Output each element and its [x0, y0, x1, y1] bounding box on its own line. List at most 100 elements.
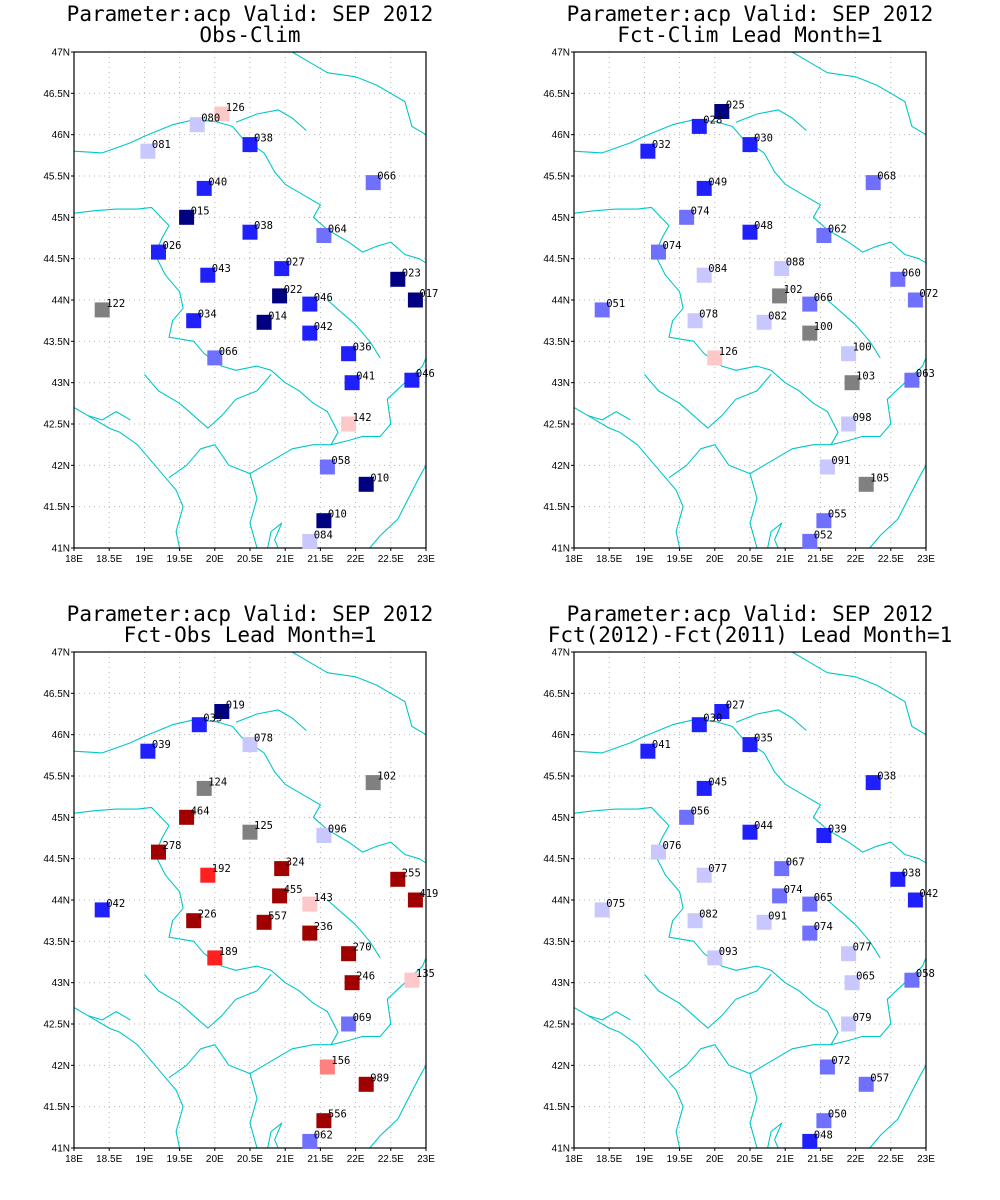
lon-tick-label: 21E	[776, 1154, 794, 1165]
country-borders	[573, 651, 927, 1149]
station-value-label: 082	[768, 310, 787, 322]
station-marker	[756, 914, 772, 930]
lon-tick-label: 20E	[206, 1154, 224, 1165]
station-value-label: 156	[331, 1055, 350, 1067]
lat-tick-label: 41.5N	[43, 1102, 70, 1113]
station-marker	[679, 209, 695, 225]
station-value-label: 063	[916, 368, 935, 380]
station-marker	[302, 533, 318, 549]
station-marker	[742, 824, 758, 840]
lat-tick-label: 46.5N	[543, 689, 570, 700]
station-value-label: 022	[284, 284, 303, 296]
map-subtitle: Obs-Clim	[199, 23, 300, 47]
station-value-label: 072	[831, 1055, 850, 1067]
station-value-label: 027	[286, 257, 305, 269]
station-value-label: 074	[784, 884, 803, 896]
map-title: Parameter:acp Valid: SEP 2012	[67, 602, 434, 626]
station-value-label: 038	[254, 220, 273, 232]
station-value-label: 038	[254, 133, 273, 145]
lon-tick-label: 21E	[776, 554, 794, 565]
station-marker	[214, 106, 230, 122]
lon-tick-label: 19.5E	[167, 1154, 193, 1165]
station-value-label: 557	[268, 910, 287, 922]
station-value-label: 023	[402, 267, 421, 279]
station-value-label: 042	[314, 321, 333, 333]
map-subtitle: Fct(2012)-Fct(2011) Lead Month=1	[548, 623, 953, 647]
lon-tick-label: 20.5E	[237, 1154, 263, 1165]
lon-tick-label: 18.5E	[596, 554, 622, 565]
map-panel-fct-clim: Parameter:acp Valid: SEP 2012 Fct-Clim Le…	[500, 0, 1000, 600]
station-value-label: 048	[814, 1129, 833, 1141]
lat-tick-label: 44N	[52, 296, 70, 307]
station-value-label: 075	[606, 898, 625, 910]
station-marker	[196, 180, 212, 196]
station-marker	[756, 314, 772, 330]
station-marker	[890, 871, 906, 887]
station-marker	[341, 946, 357, 962]
station-value-label: 125	[254, 820, 273, 832]
station-value-label: 078	[699, 309, 718, 321]
station-marker	[358, 476, 374, 492]
map-title: Parameter:acp Valid: SEP 2012	[67, 2, 434, 26]
station-value-label: 062	[828, 224, 847, 236]
lon-tick-label: 21.5E	[807, 554, 833, 565]
station-marker	[316, 1113, 332, 1129]
station-value-label: 082	[699, 909, 718, 921]
lat-tick-label: 46N	[52, 130, 70, 141]
station-value-label: 100	[853, 342, 872, 354]
lat-tick-label: 44.5N	[43, 854, 70, 865]
station-value-label: 041	[652, 739, 671, 751]
station-marker	[774, 261, 790, 277]
station-value-label: 143	[314, 892, 333, 904]
lon-tick-label: 23E	[417, 554, 435, 565]
lat-tick-label: 41.5N	[43, 502, 70, 513]
station-value-label: 066	[814, 292, 833, 304]
station-value-label: 103	[856, 371, 875, 383]
station-value-label: 040	[208, 176, 227, 188]
lon-tick-label: 18E	[565, 1154, 583, 1165]
station-marker	[316, 513, 332, 529]
map-svg: Parameter:acp Valid: SEP 2012Fct(2012)-F…	[543, 602, 953, 1165]
lon-tick-label: 18E	[65, 554, 83, 565]
lon-tick-label: 21E	[276, 1154, 294, 1165]
station-value-label: 091	[768, 910, 787, 922]
station-value-label: 048	[754, 220, 773, 232]
station-marker	[696, 867, 712, 883]
station-value-label: 068	[877, 171, 896, 183]
station-marker	[816, 228, 832, 243]
station-value-label: 066	[377, 171, 396, 183]
station-marker	[904, 972, 920, 988]
lat-tick-label: 45N	[552, 213, 570, 224]
lon-tick-label: 19E	[636, 1154, 654, 1165]
station-value-label: 080	[201, 113, 220, 125]
station-value-label: 042	[106, 898, 125, 910]
lat-tick-label: 41.5N	[543, 502, 570, 513]
lat-tick-label: 45.5N	[543, 772, 570, 783]
map-title: Parameter:acp Valid: SEP 2012	[567, 2, 934, 26]
station-value-label: 032	[652, 139, 671, 151]
station-marker	[272, 288, 288, 304]
station-value-label: 278	[163, 840, 182, 852]
station-value-label: 556	[328, 1109, 347, 1121]
station-value-label: 028	[703, 114, 722, 126]
station-marker	[707, 950, 723, 966]
lon-tick-label: 20.5E	[737, 1154, 763, 1165]
lat-tick-label: 44N	[552, 896, 570, 907]
station-marker	[679, 809, 695, 825]
station-marker	[390, 271, 406, 287]
station-marker	[404, 372, 420, 388]
lat-tick-label: 43.5N	[43, 337, 70, 348]
station-value-label: 026	[163, 240, 182, 252]
lon-tick-label: 22.5E	[378, 554, 404, 565]
lat-tick-label: 46N	[52, 730, 70, 741]
station-marker	[742, 224, 758, 240]
station-value-label: 042	[919, 888, 938, 900]
station-marker	[594, 302, 610, 318]
station-marker	[687, 913, 703, 929]
lon-tick-label: 20E	[206, 554, 224, 565]
lon-tick-label: 18.5E	[96, 554, 122, 565]
station-marker	[640, 143, 656, 159]
station-marker	[802, 325, 818, 341]
lat-tick-label: 42N	[552, 461, 570, 472]
